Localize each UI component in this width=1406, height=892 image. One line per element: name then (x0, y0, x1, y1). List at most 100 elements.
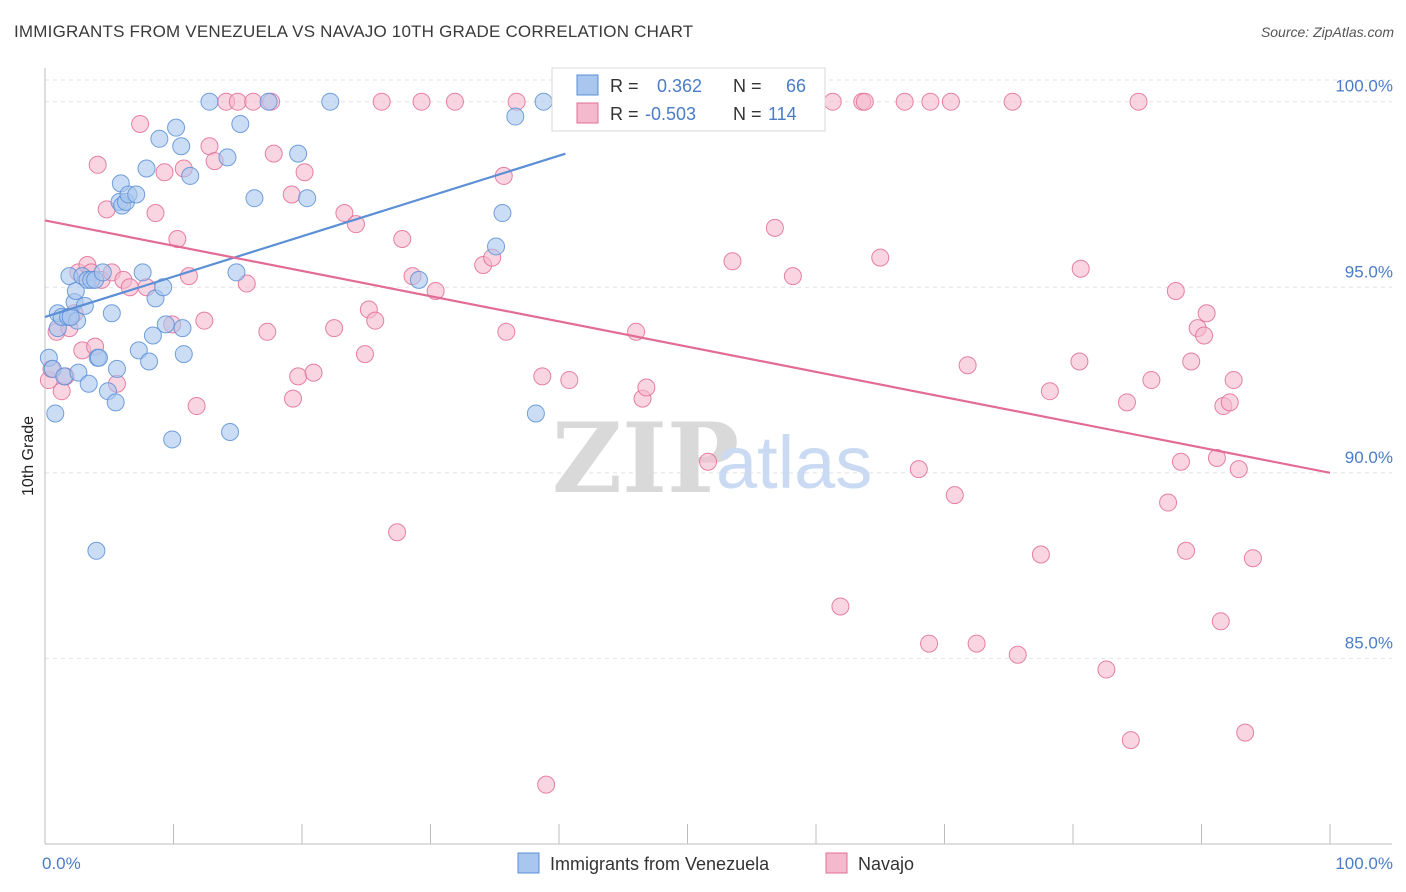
venezuela-point (69, 363, 88, 382)
stat-legend: R = 0.362 N = 66 R = -0.503 N = 114 (551, 67, 826, 132)
watermark: ZIP atlas (552, 402, 872, 515)
venezuela-point (75, 296, 94, 315)
venezuela-point (487, 237, 506, 256)
navajo-point (131, 114, 150, 133)
venezuela-point (289, 144, 308, 163)
navajo-point (445, 92, 464, 111)
stat-legend-r-label-pink: R = (610, 104, 639, 124)
navajo-point (895, 92, 914, 111)
venezuela-point (167, 118, 186, 137)
navajo-point (335, 204, 354, 223)
navajo-point (187, 397, 206, 416)
venezuela-point (137, 159, 156, 178)
stat-legend-n-value-blue: 66 (786, 76, 806, 96)
y-tick-labels: 85.0% 90.0% 95.0% 100.0% (1335, 77, 1393, 653)
navajo-point (1129, 92, 1148, 111)
venezuela-point (106, 393, 125, 412)
navajo-point (1040, 382, 1059, 401)
navajo-point (304, 363, 323, 382)
navajo-point (920, 634, 939, 653)
navajo-point (765, 218, 784, 237)
venezuela-point (231, 114, 250, 133)
navajo-point (325, 319, 344, 338)
navajo-point (1117, 393, 1136, 412)
venezuela-point (129, 341, 148, 360)
navajo-point (560, 371, 579, 390)
y-tick-label: 95.0% (1345, 262, 1393, 281)
navajo-point (372, 92, 391, 111)
navajo-point (723, 252, 742, 271)
stat-legend-r-value-blue: 0.362 (657, 76, 702, 96)
venezuela-point (200, 92, 219, 111)
y-tick-label: 85.0% (1345, 633, 1393, 652)
navajo-point (412, 92, 431, 111)
navajo-point (1031, 545, 1050, 564)
navajo-point (244, 92, 263, 111)
navajo-point (366, 311, 385, 330)
venezuela-point (259, 92, 278, 111)
navajo-point (1195, 326, 1214, 345)
navajo-point (52, 382, 71, 401)
navajo-point (783, 267, 802, 286)
navajo-point (1070, 352, 1089, 371)
venezuela-point (163, 430, 182, 449)
navajo-point (1071, 259, 1090, 278)
venezuela-point (133, 263, 152, 282)
navajo-point (637, 378, 656, 397)
venezuela-point (46, 404, 65, 423)
venezuela-point (172, 137, 191, 156)
navajo-point (1220, 393, 1239, 412)
stat-legend-r-label-blue: R = (610, 76, 639, 96)
navajo-point (958, 356, 977, 375)
venezuela-point (127, 185, 146, 204)
bottom-legend: Immigrants from Venezuela Navajo (517, 852, 914, 874)
x-tick-label-left: 0.0% (42, 854, 81, 873)
navajo-point (146, 204, 165, 223)
navajo-point (264, 144, 283, 163)
venezuela-point (218, 148, 237, 167)
navajo-point (388, 523, 407, 542)
navajo-point (823, 92, 842, 111)
venezuela-point (79, 374, 98, 393)
legend-swatch-venezuela (517, 852, 540, 874)
navajo-point (393, 230, 412, 249)
venezuela-point (102, 304, 121, 323)
navajo-point (855, 92, 874, 111)
navajo-point (537, 775, 556, 794)
venezuela-point (140, 352, 159, 371)
venezuela-point (227, 263, 246, 282)
navajo-point (941, 92, 960, 111)
navajo-point (1229, 460, 1248, 479)
navajo-point (1207, 449, 1226, 467)
venezuela-point (173, 319, 192, 338)
navajo-point (1121, 731, 1140, 750)
y-tick-label: 100.0% (1335, 77, 1393, 96)
venezuela-points (39, 92, 570, 560)
navajo-point (1166, 281, 1185, 300)
navajo-point (967, 634, 986, 653)
navajo-point (1197, 304, 1216, 323)
y-tick-label: 90.0% (1345, 448, 1393, 467)
stat-legend-r-value-pink: -0.503 (645, 104, 696, 124)
venezuela-trend-line (44, 152, 566, 319)
navajo-point (258, 322, 277, 341)
venezuela-point (534, 92, 553, 111)
legend-label-navajo: Navajo (858, 854, 914, 874)
x-tick-label-right: 100.0% (1335, 854, 1393, 873)
trend-lines (44, 152, 1331, 474)
navajo-point (1224, 371, 1243, 390)
navajo-point (1097, 660, 1116, 679)
watermark-atlas: atlas (716, 421, 872, 504)
stat-legend-swatch-blue (576, 74, 599, 96)
navajo-point (831, 597, 850, 616)
venezuela-point (150, 129, 169, 148)
stat-legend-n-label-blue: N = (733, 76, 762, 96)
navajo-point (179, 267, 198, 286)
chart-title: IMMIGRANTS FROM VENEZUELA VS NAVAJO 10TH… (14, 22, 694, 41)
legend-label-venezuela: Immigrants from Venezuela (550, 854, 770, 874)
navajo-point (289, 367, 308, 386)
venezuela-point (89, 348, 108, 367)
venezuela-point (526, 404, 545, 423)
venezuela-point (221, 423, 240, 442)
